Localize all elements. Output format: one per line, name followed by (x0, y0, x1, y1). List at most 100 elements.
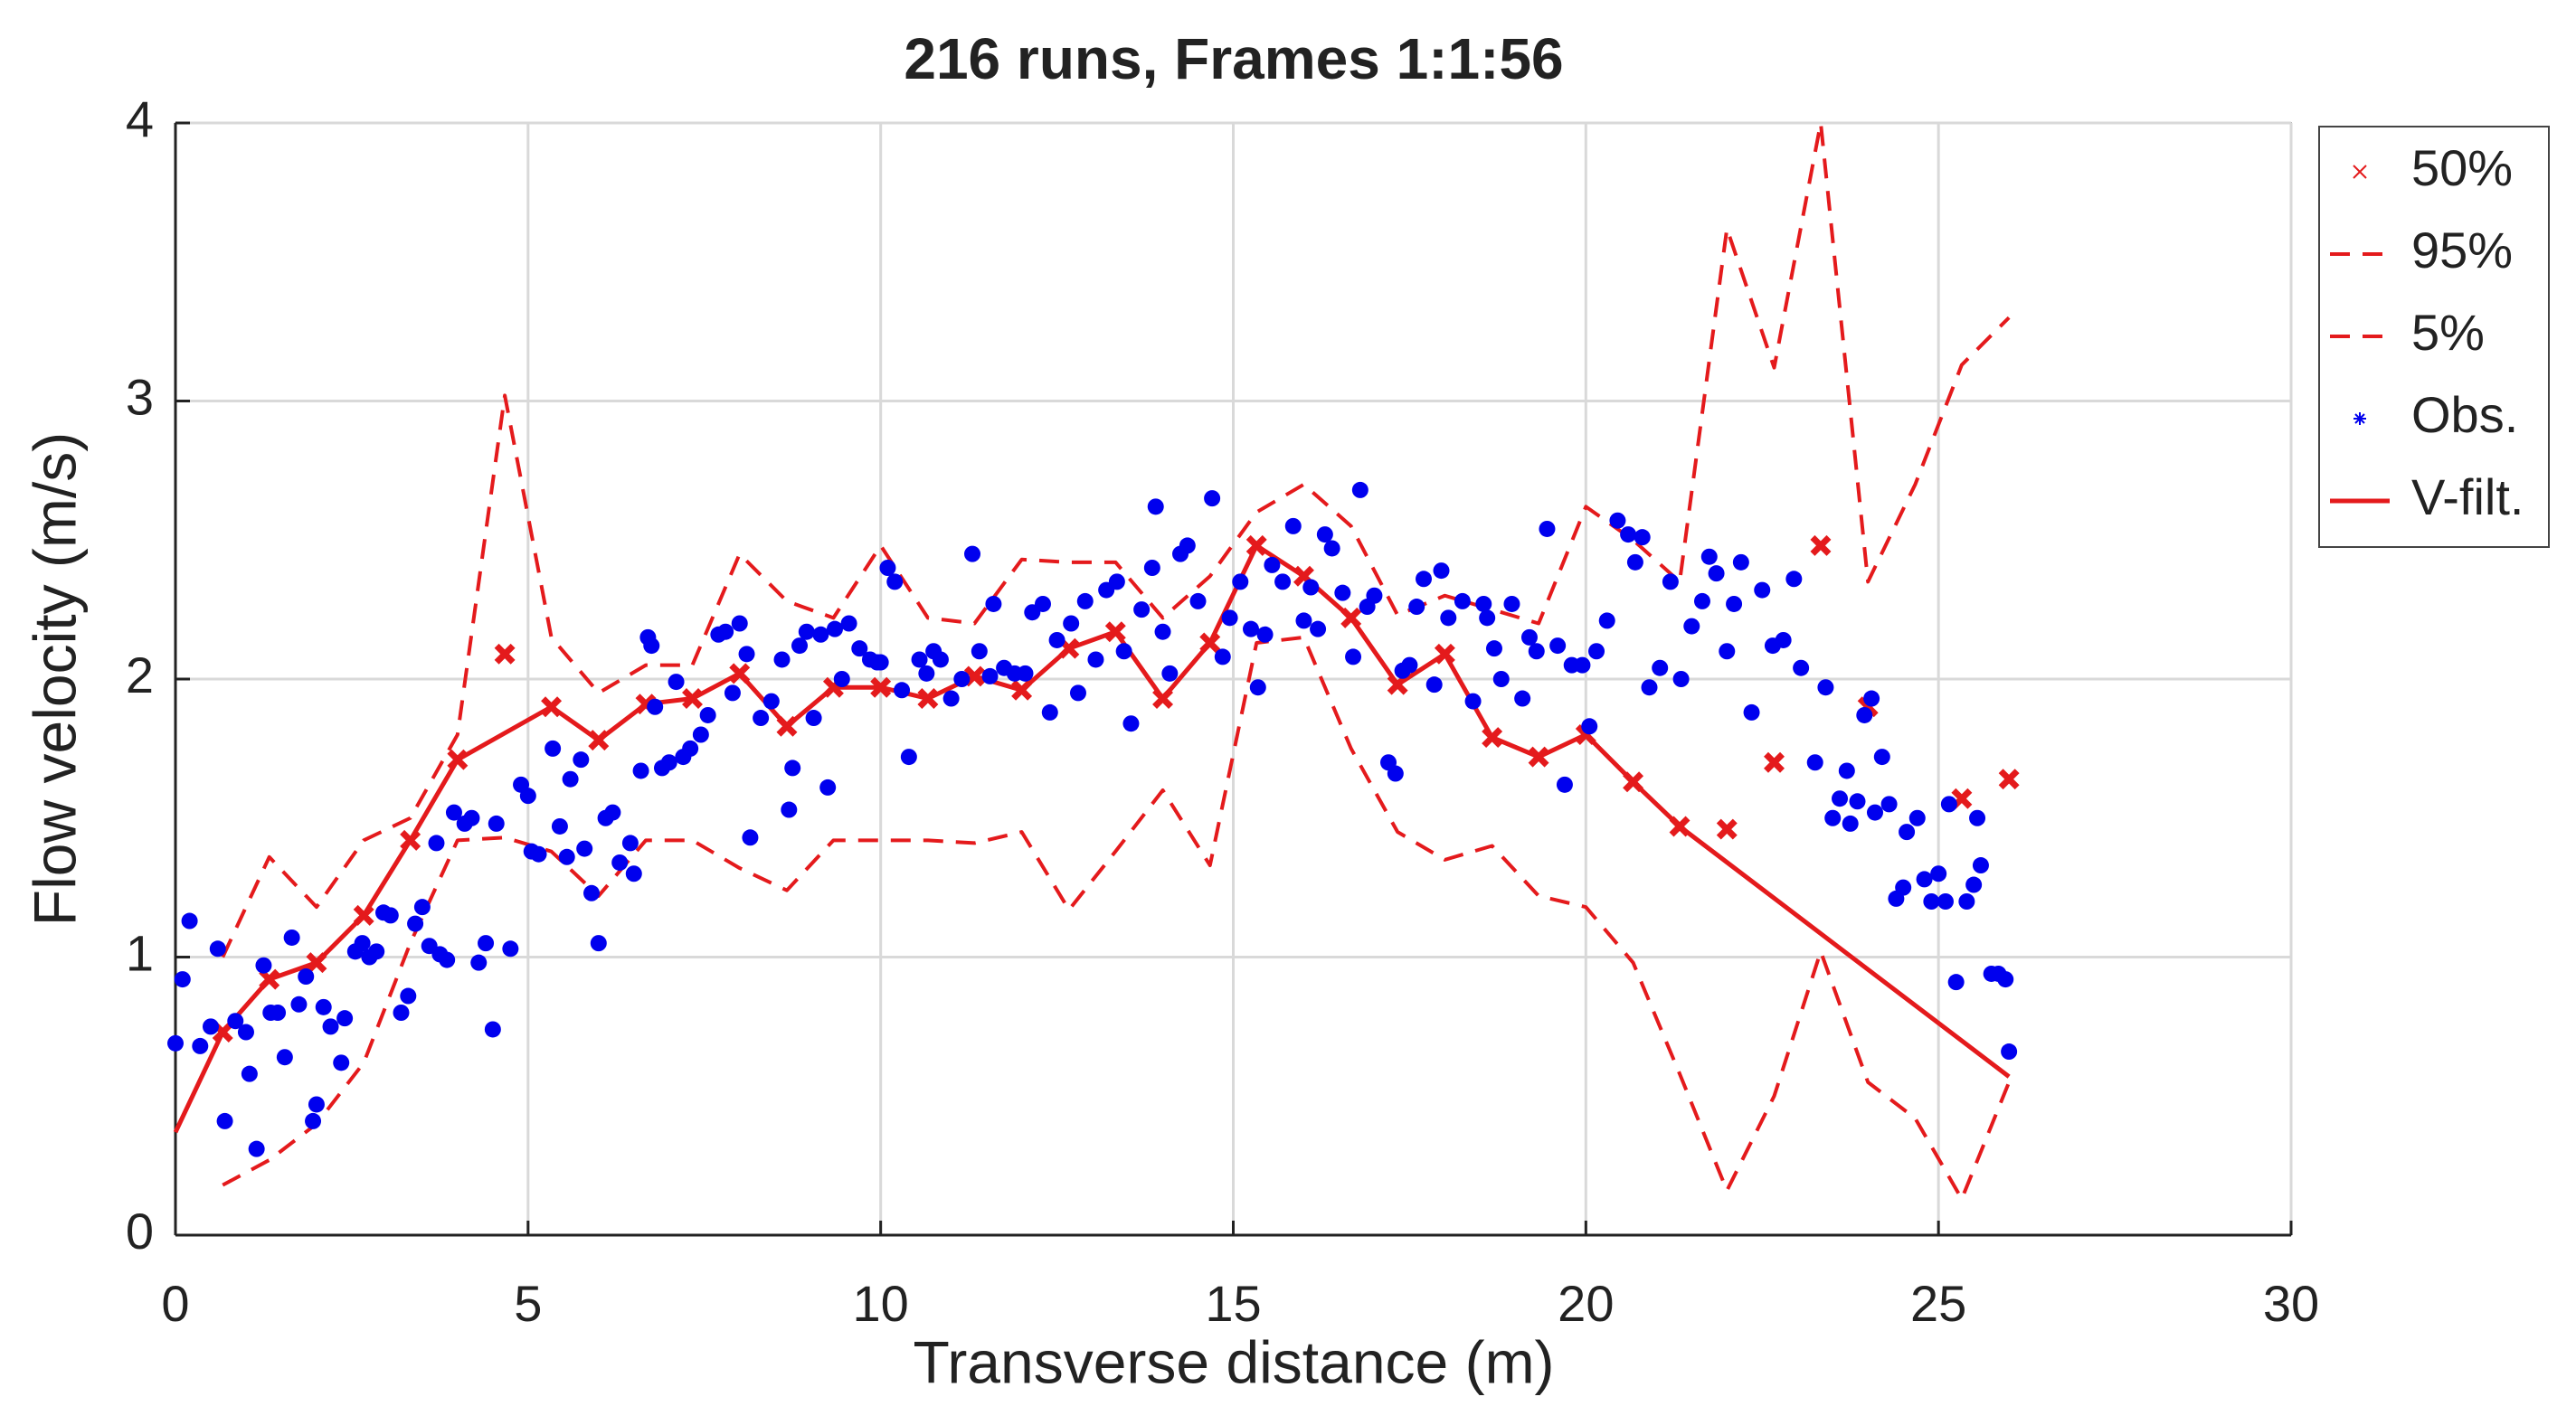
obs-point (382, 907, 399, 924)
obs-point (298, 968, 315, 986)
obs-point (1683, 618, 1700, 635)
y-tick-label: 4 (126, 90, 154, 147)
obs-point (1775, 631, 1792, 648)
median-point (1810, 534, 1832, 556)
obs-point (773, 651, 791, 668)
obs-point (833, 671, 850, 687)
obs-point (1242, 620, 1259, 637)
median-point (1764, 751, 1785, 773)
obs-point (621, 835, 639, 852)
median-point (870, 676, 892, 698)
obs-point (1351, 481, 1368, 498)
obs-point (762, 693, 780, 710)
obs-point (1069, 684, 1086, 702)
obs-point (1017, 665, 1034, 682)
obs-point (742, 829, 759, 846)
obs-point (1475, 595, 1492, 612)
median-point (1669, 816, 1690, 837)
median-point (1104, 621, 1126, 643)
obs-point (484, 1021, 501, 1038)
obs-point (488, 815, 505, 832)
obs-point (1179, 537, 1196, 554)
obs-point (879, 560, 896, 576)
obs-point (1492, 671, 1510, 687)
obs-point (981, 667, 999, 684)
obs-point (336, 1010, 354, 1027)
obs-point (1626, 553, 1643, 571)
median-point (1623, 771, 1644, 793)
obs-point (428, 835, 445, 852)
y-axis-label: Flow velocity (m/s) (21, 432, 88, 926)
obs-point (1122, 715, 1140, 732)
x-tick-label: 30 (2263, 1275, 2319, 1332)
obs-point (1345, 648, 1362, 665)
x-tick-label: 15 (1205, 1275, 1261, 1332)
obs-point (1549, 637, 1567, 655)
legend-label: 5% (2411, 304, 2485, 361)
obs-point (227, 1013, 244, 1030)
obs-point (1972, 857, 1989, 874)
obs-point (174, 971, 191, 988)
obs-point (1147, 498, 1164, 515)
obs-point (1232, 573, 1249, 590)
y-tick-label: 1 (126, 924, 154, 981)
obs-point (1401, 656, 1418, 674)
obs-point (308, 1096, 325, 1113)
median-point (541, 696, 563, 718)
median-point (682, 688, 703, 709)
obs-point (1295, 612, 1312, 629)
obs-point (237, 1024, 254, 1041)
obs-point (918, 665, 935, 682)
obs-point (1284, 517, 1302, 534)
median-point (776, 715, 798, 737)
obs-point (692, 726, 709, 743)
chart-title: 216 runs, Frames 1:1:56 (904, 26, 1563, 91)
y-tick-label: 3 (126, 368, 154, 425)
obs-point (1528, 643, 1545, 660)
obs-point (1609, 512, 1626, 529)
median-point (1011, 679, 1033, 701)
obs-point (1048, 631, 1065, 648)
obs-point (583, 884, 601, 901)
obs-point (1574, 656, 1591, 674)
obs-point (1264, 556, 1281, 573)
obs-point (315, 998, 332, 1015)
legend-swatch (2353, 412, 2366, 425)
obs-point (290, 996, 308, 1013)
obs-point (851, 640, 868, 657)
obs-point (1866, 804, 1883, 821)
obs-point (1274, 573, 1292, 590)
obs-point (1726, 595, 1743, 612)
obs-point (1408, 599, 1425, 616)
obs-point (1785, 571, 1803, 588)
obs-point (717, 623, 734, 640)
obs-point (1302, 579, 1320, 596)
x-axis-label: Transverse distance (m) (913, 1328, 1554, 1395)
obs-point (463, 809, 480, 826)
obs-point (1598, 612, 1615, 629)
obs-point (1256, 626, 1274, 643)
obs-point (1708, 565, 1725, 582)
obs-point (805, 710, 822, 727)
obs-point (932, 651, 949, 668)
obs-point (1863, 690, 1880, 707)
obs-point (1454, 592, 1471, 609)
obs-point (558, 848, 575, 865)
obs-point (1793, 659, 1810, 676)
obs-point (872, 654, 889, 671)
obs-point (1908, 809, 1926, 826)
obs-point (604, 804, 621, 821)
legend-label: 95% (2411, 222, 2513, 278)
obs-point (1189, 592, 1207, 609)
obs-point (1672, 671, 1690, 687)
obs-point (1221, 609, 1238, 627)
legend-box (2318, 126, 2550, 548)
median-point (1434, 643, 1455, 665)
obs-point (1947, 974, 1965, 991)
obs-point (1969, 809, 1986, 826)
obs-point (1366, 587, 1383, 604)
obs-point (1485, 640, 1502, 657)
median-point (259, 968, 280, 990)
median-point (400, 829, 421, 851)
